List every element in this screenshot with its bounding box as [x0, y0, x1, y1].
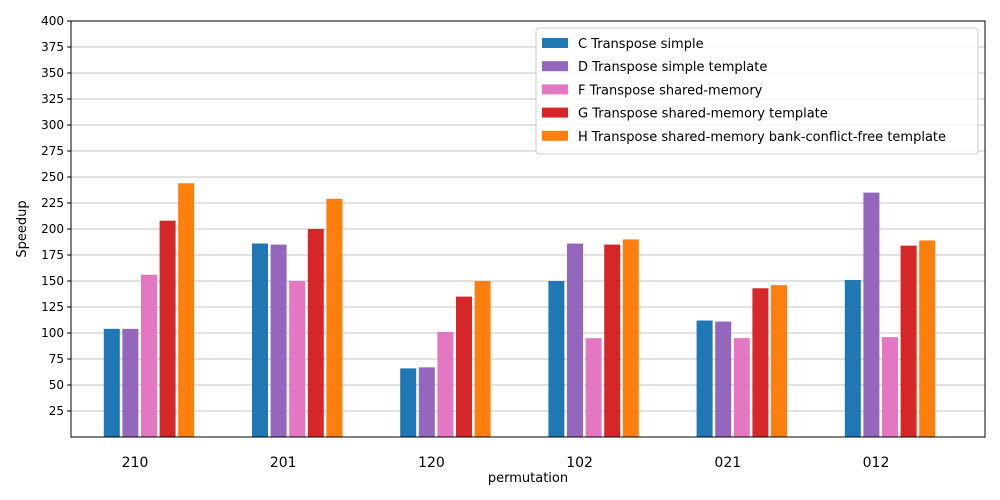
bar-120-series-4 — [474, 281, 491, 437]
y-tick-label: 375 — [41, 40, 64, 54]
x-tick-label: 201 — [270, 455, 297, 471]
legend-swatch — [542, 38, 568, 48]
y-tick-label: 100 — [41, 326, 64, 340]
bar-210-series-0 — [103, 328, 120, 437]
y-tick-label: 250 — [41, 170, 64, 184]
bar-012-series-2 — [882, 337, 898, 437]
y-tick-label: 175 — [41, 248, 64, 262]
legend-box — [535, 27, 979, 155]
x-tick-label: 120 — [418, 455, 445, 471]
y-tick-label: 125 — [41, 300, 64, 314]
y-tick-label: 200 — [41, 222, 64, 236]
legend-swatch — [542, 61, 568, 72]
y-tick-label: 50 — [49, 378, 64, 392]
legend-entry: F Transpose shared-memory — [578, 83, 763, 98]
y-tick-label: 25 — [49, 404, 64, 418]
y-tick-label: 150 — [41, 274, 64, 288]
bar-021-series-3 — [752, 288, 769, 437]
y-tick-label: 300 — [41, 118, 64, 132]
bar-210-series-3 — [159, 220, 176, 437]
x-axis-ticks: 210 201 120 102 021 012 — [122, 455, 890, 471]
bar-201-series-1 — [270, 244, 287, 437]
legend-entry: H Transpose shared-memory bank-conflict-… — [578, 130, 946, 145]
bar-021-series-4 — [771, 285, 787, 437]
bar-210-series-1 — [122, 328, 139, 437]
bar-102-series-4 — [622, 239, 639, 437]
bar-021-series-0 — [696, 320, 713, 437]
bar-120-series-1 — [418, 367, 435, 437]
y-axis-ticks: 25 50 75 100 125 150 175 200 225 250 275 300 325 350 3… — [41, 14, 71, 418]
bar-012-series-1 — [863, 192, 880, 437]
y-tick-label: 225 — [41, 196, 64, 210]
bar-102-series-0 — [548, 281, 565, 437]
legend-swatch — [542, 107, 568, 118]
x-tick-label: 102 — [566, 455, 593, 471]
y-tick-label: 275 — [41, 144, 64, 158]
legend-entry: C Transpose simple — [578, 37, 704, 52]
bar-102-series-1 — [567, 243, 583, 437]
x-axis-label: permutation — [488, 471, 568, 486]
bar-012-series-0 — [844, 279, 861, 437]
y-tick-label: 350 — [41, 66, 64, 80]
bars — [103, 183, 936, 437]
bar-201-series-3 — [307, 229, 324, 437]
bar-102-series-2 — [585, 338, 602, 437]
bar-120-series-3 — [456, 296, 472, 437]
bar-201-series-0 — [252, 243, 268, 437]
legend: C Transpose simple D Transpose simple tem… — [535, 27, 979, 155]
legend-swatch — [542, 84, 568, 95]
y-tick-label: 75 — [49, 352, 64, 366]
bar-120-series-0 — [400, 368, 417, 437]
legend-entry: G Transpose shared-memory template — [578, 107, 828, 122]
bar-120-series-2 — [437, 331, 454, 437]
bar-012-series-4 — [919, 240, 936, 437]
bar-210-series-4 — [178, 183, 195, 437]
bar-102-series-3 — [604, 244, 621, 437]
bar-021-series-1 — [715, 321, 732, 437]
y-tick-label: 400 — [41, 14, 64, 28]
bar-201-series-2 — [289, 281, 306, 437]
legend-swatch — [542, 130, 568, 141]
x-tick-label: 210 — [122, 455, 149, 471]
x-tick-label: 012 — [863, 455, 890, 471]
bar-210-series-2 — [141, 274, 157, 437]
x-tick-label: 021 — [714, 455, 741, 471]
legend-entry: D Transpose simple template — [578, 60, 767, 75]
y-axis-label: Speedup — [15, 200, 30, 257]
y-tick-label: 325 — [41, 92, 64, 106]
bar-201-series-4 — [326, 198, 343, 437]
bar-012-series-3 — [900, 245, 917, 437]
bar-021-series-2 — [733, 338, 750, 437]
